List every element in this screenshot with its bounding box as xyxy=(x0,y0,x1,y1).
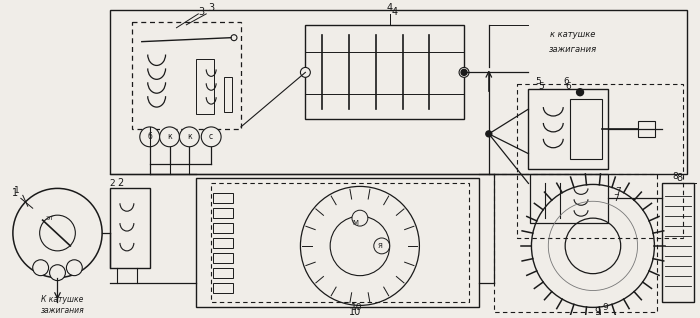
Circle shape xyxy=(459,67,469,77)
Text: 4: 4 xyxy=(391,7,398,17)
Text: к: к xyxy=(187,132,192,141)
Bar xyxy=(214,193,233,203)
Bar xyxy=(214,238,233,248)
Bar xyxy=(211,183,469,302)
Text: 10: 10 xyxy=(349,307,361,317)
Text: 8: 8 xyxy=(676,174,682,183)
Bar xyxy=(110,10,687,174)
Text: 9: 9 xyxy=(595,307,601,317)
Text: 7: 7 xyxy=(613,194,619,203)
Bar xyxy=(214,208,233,218)
Text: 8: 8 xyxy=(673,172,678,181)
Bar xyxy=(531,174,608,223)
Circle shape xyxy=(140,127,160,147)
Text: 9: 9 xyxy=(602,303,608,312)
Text: 6: 6 xyxy=(564,77,569,86)
Bar xyxy=(662,183,694,302)
Text: к катушке: к катушке xyxy=(550,30,596,39)
Text: Я: Я xyxy=(377,243,382,249)
Bar xyxy=(214,253,233,263)
Bar xyxy=(132,22,241,129)
Circle shape xyxy=(160,127,179,147)
Circle shape xyxy=(66,260,83,276)
Text: 6: 6 xyxy=(566,82,571,91)
Circle shape xyxy=(300,67,310,77)
Text: 7: 7 xyxy=(615,187,621,196)
Text: 10: 10 xyxy=(351,303,363,312)
Text: 1: 1 xyxy=(12,188,18,198)
Text: 2: 2 xyxy=(109,179,115,188)
Bar xyxy=(638,121,655,137)
Text: б: б xyxy=(147,132,152,141)
Circle shape xyxy=(352,210,368,226)
Text: К катушке: К катушке xyxy=(41,295,83,304)
Text: 2: 2 xyxy=(117,178,123,189)
Bar xyxy=(494,174,657,312)
Circle shape xyxy=(179,127,200,147)
Text: 4: 4 xyxy=(386,3,393,13)
Bar xyxy=(214,268,233,278)
Circle shape xyxy=(33,260,48,276)
Bar xyxy=(196,59,214,114)
Text: 5: 5 xyxy=(538,82,544,91)
Circle shape xyxy=(50,265,65,280)
Bar xyxy=(694,183,700,302)
Bar xyxy=(224,77,232,112)
Text: М: М xyxy=(352,220,358,226)
Text: ЭТ: ЭТ xyxy=(46,216,54,221)
Text: зажигания: зажигания xyxy=(549,45,597,54)
Circle shape xyxy=(461,69,467,75)
Circle shape xyxy=(577,89,584,96)
Bar xyxy=(528,89,608,169)
Text: к: к xyxy=(167,132,172,141)
Text: 3: 3 xyxy=(198,7,204,17)
Bar xyxy=(517,84,683,238)
Bar xyxy=(110,188,150,268)
Text: 3: 3 xyxy=(208,3,214,13)
Circle shape xyxy=(486,131,492,137)
Bar xyxy=(305,25,464,119)
Circle shape xyxy=(202,127,221,147)
Circle shape xyxy=(374,238,390,254)
Bar xyxy=(214,283,233,293)
Bar xyxy=(214,223,233,233)
Text: 1: 1 xyxy=(14,186,20,195)
Bar xyxy=(570,99,602,159)
Text: с: с xyxy=(209,132,214,141)
Bar xyxy=(196,178,479,308)
Text: 5: 5 xyxy=(536,77,541,86)
Text: зажигания: зажигания xyxy=(41,306,84,315)
